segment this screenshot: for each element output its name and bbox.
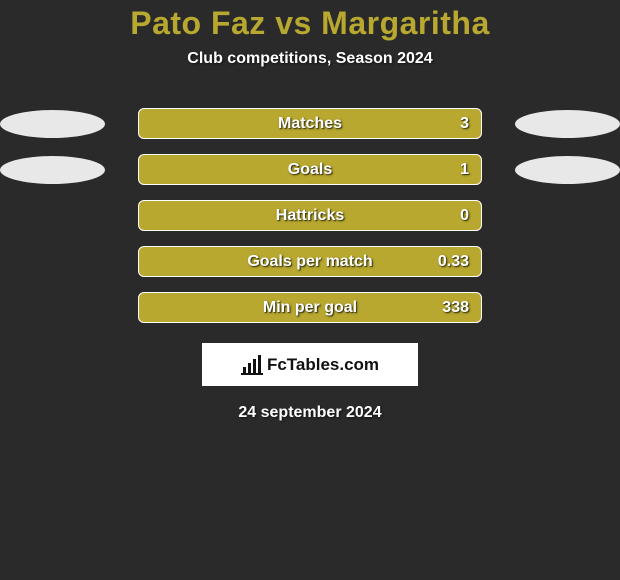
bar-chart-icon — [241, 355, 263, 375]
stat-row: Min per goal 338 — [0, 292, 620, 323]
stat-value: 1 — [460, 161, 469, 179]
stat-bar: Goals per match 0.33 — [138, 246, 482, 277]
stat-rows: Matches 3 Goals 1 Hattricks 0 Goals — [0, 108, 620, 323]
player-right-avatar — [515, 110, 620, 138]
stat-label: Min per goal — [263, 299, 357, 317]
stat-label: Goals per match — [247, 253, 372, 271]
stat-bar: Matches 3 — [138, 108, 482, 139]
stat-row: Hattricks 0 — [0, 200, 620, 231]
date-line: 24 september 2024 — [0, 404, 620, 422]
brand-inner: FcTables.com — [241, 355, 379, 375]
player-left-avatar — [0, 110, 105, 138]
comparison-infographic: Pato Faz vs Margaritha Club competitions… — [0, 0, 620, 422]
stat-label: Goals — [288, 161, 332, 179]
stat-value: 338 — [442, 299, 469, 317]
player-left-avatar — [0, 156, 105, 184]
stat-value: 0.33 — [438, 253, 469, 271]
stat-value: 0 — [460, 207, 469, 225]
stat-label: Matches — [278, 115, 342, 133]
stat-bar: Goals 1 — [138, 154, 482, 185]
stat-label: Hattricks — [276, 207, 344, 225]
brand-text: FcTables.com — [267, 355, 379, 375]
stat-row: Goals per match 0.33 — [0, 246, 620, 277]
subtitle: Club competitions, Season 2024 — [0, 50, 620, 68]
stat-row: Matches 3 — [0, 108, 620, 139]
stat-row: Goals 1 — [0, 154, 620, 185]
stat-value: 3 — [460, 115, 469, 133]
page-title: Pato Faz vs Margaritha — [0, 5, 620, 42]
brand-badge: FcTables.com — [202, 343, 418, 386]
stat-bar: Min per goal 338 — [138, 292, 482, 323]
player-right-avatar — [515, 156, 620, 184]
stat-bar: Hattricks 0 — [138, 200, 482, 231]
